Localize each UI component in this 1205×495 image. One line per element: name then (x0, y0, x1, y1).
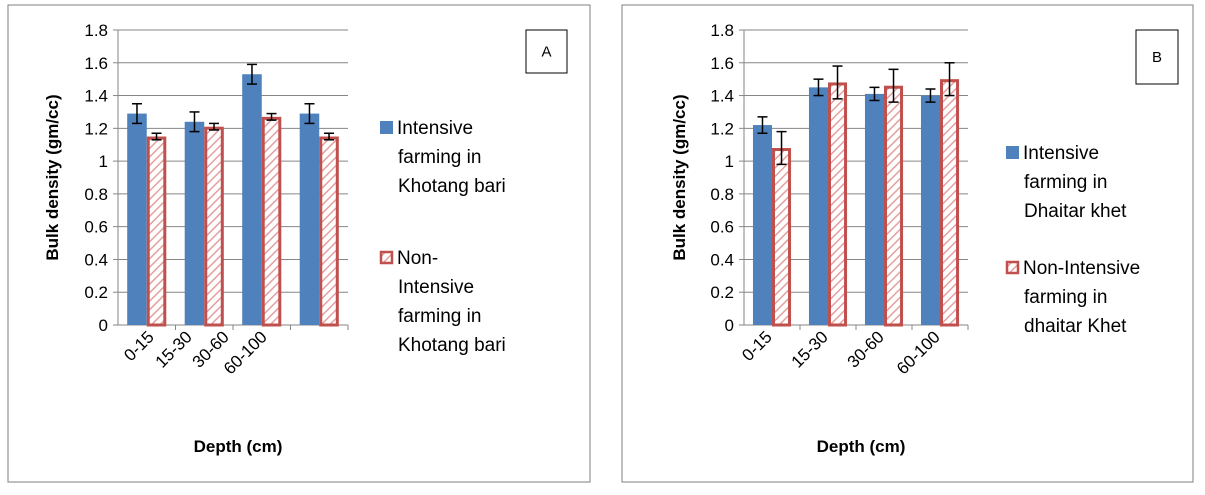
panel-label-box (1135, 29, 1179, 85)
y-tick-label: 1.4 (710, 87, 734, 106)
panel-label-box (525, 29, 568, 74)
bar-intensive (242, 74, 262, 325)
y-tick-label: 0.8 (84, 185, 108, 204)
legend-swatch-non-intensive (379, 250, 394, 265)
y-tick-label: 0.4 (84, 250, 108, 269)
legend-label-line: Intensive (1023, 143, 1099, 164)
bar-intensive (920, 95, 940, 325)
bar-non-intensive (884, 85, 904, 327)
y-tick-label: 1.2 (710, 119, 734, 138)
legend-label-line: Non-Intensive (1023, 258, 1140, 279)
legend-label-line: farming in (398, 306, 481, 327)
legend-label-line: Non- (397, 248, 438, 269)
bar-non-intensive (204, 126, 224, 327)
y-tick-label: 1.2 (84, 119, 108, 138)
chart-panel-a: 00.20.40.60.811.21.41.61.80-1515-3030-60… (7, 4, 591, 483)
bar-intensive (184, 121, 205, 326)
legend-label-line: Khotang bari (398, 176, 506, 197)
bar-non-intensive (772, 148, 792, 327)
legend-swatch-intensive (380, 121, 393, 134)
x-axis-title: Depth (cm) (817, 437, 906, 456)
y-tick-label: 1.8 (84, 21, 108, 40)
legend-swatch-non-intensive (1005, 260, 1020, 275)
bar-intensive (299, 113, 320, 325)
bar-non-intensive (940, 79, 960, 327)
y-tick-label: 1 (725, 152, 734, 171)
legend-label-line: farming in (1024, 172, 1107, 193)
y-tick-label: 0.6 (710, 218, 734, 237)
legend-label-line: Dhaitar khet (1024, 201, 1127, 222)
y-tick-label: 1 (99, 152, 108, 171)
legend-label-line: farming in (1024, 287, 1107, 308)
y-tick-label: 1.6 (710, 54, 734, 73)
bar-intensive (864, 93, 884, 326)
bar-non-intensive (828, 82, 848, 327)
y-tick-label: 0.6 (84, 218, 108, 237)
legend-label-line: Khotang bari (398, 335, 506, 356)
legend-swatch-intensive (1006, 146, 1019, 159)
y-tick-label: 0.2 (84, 283, 108, 302)
y-tick-label: 1.4 (84, 87, 108, 106)
panel-label: B (1152, 49, 1162, 66)
y-tick-label: 0.4 (710, 250, 734, 269)
panel-label: A (541, 44, 551, 61)
y-tick-label: 1.6 (84, 54, 108, 73)
legend-label-line: farming in (398, 147, 481, 168)
y-tick-label: 1.8 (710, 21, 734, 40)
bar-non-intensive (319, 136, 339, 327)
chart-panel-b: 00.20.40.60.811.21.41.61.80-15 15-30 30-60… (621, 4, 1194, 483)
legend-label-line: Intensive (397, 118, 473, 139)
legend-label-line: Intensive (398, 277, 474, 298)
y-tick-label: 0 (99, 316, 108, 335)
chart-frame (7, 4, 591, 483)
y-tick-label: 0.2 (710, 283, 734, 302)
bar-non-intensive (261, 116, 282, 327)
y-axis-title: Bulk density (gm/cc) (670, 94, 689, 260)
y-axis-title: Bulk density (gm/cc) (43, 94, 62, 260)
bar-intensive (808, 87, 828, 325)
bar-intensive (752, 125, 772, 325)
x-axis-title: Depth (cm) (194, 437, 283, 456)
y-tick-label: 0.8 (710, 185, 734, 204)
y-tick-label: 0 (725, 316, 734, 335)
bar-non-intensive (146, 136, 167, 327)
bar-intensive (127, 113, 147, 325)
chart-frame (621, 4, 1194, 483)
legend-label-line: dhaitar Khet (1024, 316, 1127, 337)
